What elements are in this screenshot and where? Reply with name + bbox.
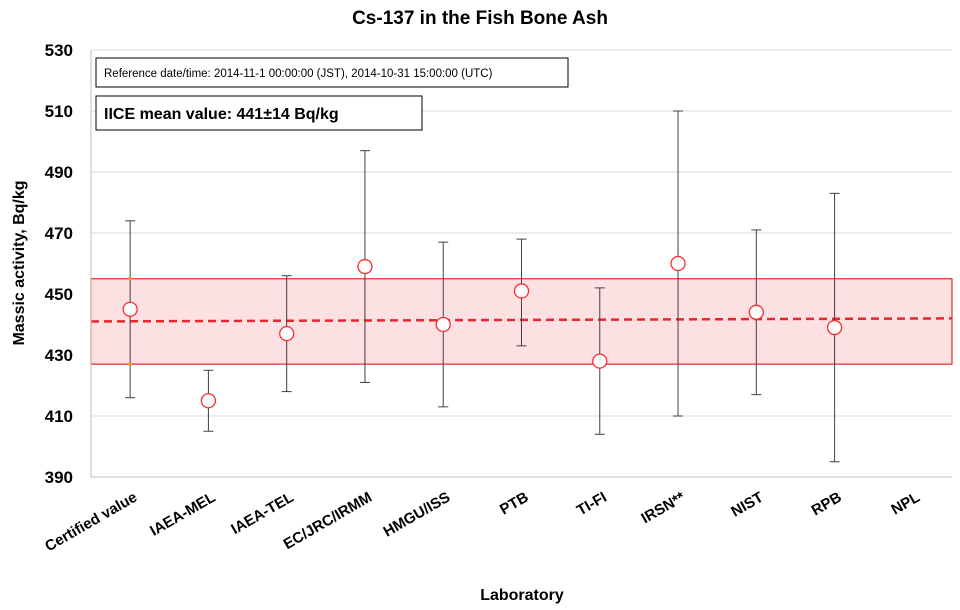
y-axis-label: Massic activity, Bq/kg [11,180,28,345]
data-point [279,325,295,342]
x-tick-label: NPL [888,489,922,519]
x-tick-label: IRSN** [638,489,688,528]
mean-text: IICE mean value: 441±14 Bq/kg [104,106,339,123]
data-point [592,353,608,369]
x-tick-labels: Certified value IAEA-MEL IAEA-TELEC/JRC/IR… [42,489,923,555]
y-tick-label: 510 [45,102,73,121]
y-tick-label: 450 [45,285,73,304]
mean-box [95,95,423,131]
x-tick-label: IAEA-MEL [147,489,218,540]
certified-uncertainty-marker [128,362,133,366]
x-tick-label: PTB [497,489,532,519]
y-tick-label: 530 [45,41,73,60]
data-point [122,301,138,317]
x-tick-label: RPB [809,489,845,520]
y-tick-label: 410 [45,407,73,426]
y-tick-label: 490 [45,163,73,182]
x-tick-label: IAEA-TEL [228,489,296,538]
data-point [670,255,686,272]
data-point [826,319,843,336]
certified-uncertainty-marker [128,277,133,281]
chart-title: Cs-137 in the Fish Bone Ash [352,8,608,29]
y-tick-label: 470 [45,224,73,243]
reference-annotation: Reference date/time: 2014-11-1 00:00:00 … [95,57,569,88]
x-tick-label: Certified value [42,489,140,555]
data-points [122,255,843,409]
mean-annotation: IICE mean value: 441±14 Bq/kg [95,95,423,131]
reference-text: Reference date/time: 2014-11-1 00:00:00 … [104,68,493,80]
reference-box [95,57,569,88]
data-point [357,258,373,275]
y-tick-labels: 390 410 430 450 470 490 510 530 [45,41,73,487]
y-tick-label: 430 [45,346,73,365]
data-point [513,283,530,299]
y-tick-label: 390 [45,468,73,487]
data-point [435,316,451,333]
data-point [748,304,764,320]
x-tick-label: NIST [728,489,766,521]
data-point [200,393,217,409]
x-tick-label: TI-FI [574,489,610,520]
x-tick-label: HMGU/ISS [380,489,453,541]
x-tick-label: EC/JRC/IRMM [281,489,375,553]
x-axis-label: Laboratory [480,587,564,604]
